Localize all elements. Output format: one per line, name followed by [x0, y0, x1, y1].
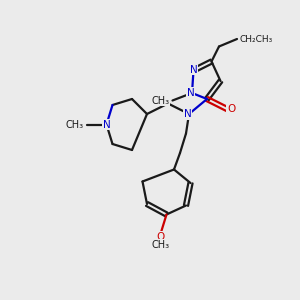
Text: N: N [190, 64, 197, 75]
Text: N: N [184, 109, 191, 119]
Text: CH₂CH₃: CH₂CH₃ [240, 34, 273, 43]
Text: N: N [103, 119, 110, 130]
Text: CH₃: CH₃ [66, 119, 84, 130]
Text: N: N [187, 88, 194, 98]
Text: CH₃: CH₃ [152, 239, 169, 250]
Text: O: O [156, 232, 165, 242]
Text: O: O [227, 104, 235, 115]
Text: CH₃: CH₃ [152, 95, 169, 106]
